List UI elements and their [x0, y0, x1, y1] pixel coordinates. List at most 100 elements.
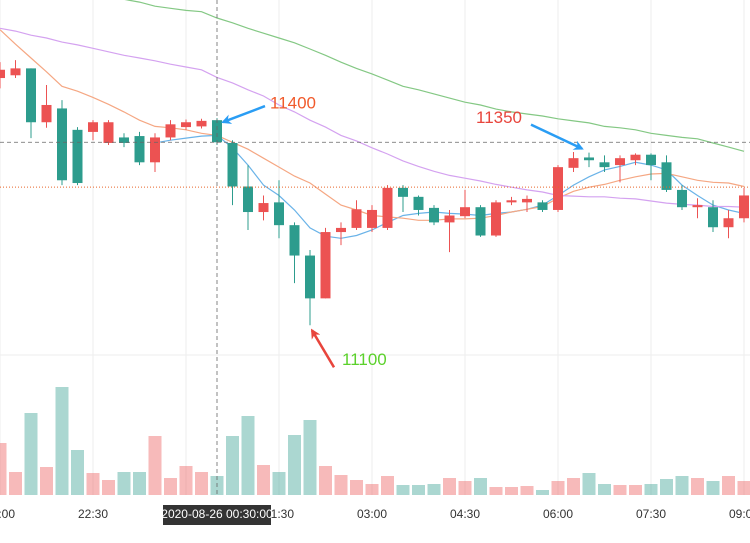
candle-body: [305, 255, 315, 299]
volume-bar: [24, 413, 38, 495]
volume-bar: [55, 387, 69, 495]
volume-bar: [350, 480, 363, 495]
volume-bar: [365, 484, 379, 495]
candle-body: [212, 120, 222, 143]
candle-body: [243, 186, 253, 213]
candle-body: [351, 209, 362, 228]
volume-bar: [505, 487, 518, 495]
volume-bar: [195, 472, 208, 495]
annotation-arrow: [530, 123, 584, 150]
moving-average-line: [124, 0, 745, 152]
x-tick-label: 06:00: [543, 507, 573, 521]
volume-bar: [71, 450, 84, 495]
candle-body: [119, 137, 129, 143]
candle-body: [336, 227, 346, 233]
candle-body: [413, 196, 424, 210]
candle-body: [522, 198, 532, 203]
candle-body: [320, 232, 331, 299]
candle-body: [134, 136, 145, 163]
x-tick-label: 09:00: [729, 507, 750, 521]
candle-body: [398, 187, 408, 197]
volume-bar: [598, 484, 611, 495]
candle-body: [0, 69, 5, 79]
candle-body: [630, 154, 641, 161]
volume-bar: [303, 420, 317, 495]
candle-body: [88, 122, 98, 132]
candle-body: [429, 207, 439, 223]
volume-bar: [551, 481, 565, 495]
volume-bar: [381, 476, 394, 495]
candle-body: [367, 209, 377, 228]
volume-bar: [520, 486, 534, 495]
volume-bar: [288, 435, 301, 495]
volume-bar: [396, 485, 410, 495]
candle-body: [274, 202, 284, 226]
volume-bar: [133, 472, 146, 495]
candle-body: [553, 167, 563, 210]
volume-bar: [613, 485, 627, 495]
candle-body: [568, 158, 579, 168]
volume-bar: [9, 472, 22, 495]
crosshair-label-box: [163, 505, 271, 525]
moving-average-line: [0, 27, 745, 208]
volume-bar: [86, 473, 100, 495]
plot-area: [0, 0, 749, 326]
volume-bar: [0, 443, 7, 495]
candle-body: [739, 195, 749, 219]
volume-bar: [117, 472, 131, 495]
candle-body: [103, 122, 114, 143]
candle-body: [382, 187, 393, 228]
volume-bar: [412, 485, 425, 495]
volume-bar: [706, 481, 720, 495]
volume-bar: [660, 479, 673, 495]
x-tick-label: 03:00: [357, 507, 387, 521]
annotation-label: 11400: [270, 94, 316, 113]
volume-bar: [443, 478, 456, 495]
candle-body: [227, 142, 238, 187]
volume-bar: [334, 475, 348, 495]
annotation-label: 11350: [476, 108, 522, 127]
volume-bar: [148, 436, 162, 495]
volume-bar: [489, 487, 503, 495]
volume-bar: [644, 484, 658, 495]
candle-body: [599, 162, 610, 168]
candle-body: [289, 225, 300, 256]
candle-body: [444, 215, 455, 223]
volume-bar: [474, 478, 487, 495]
x-tick-label: 01:30: [264, 507, 294, 521]
candle-body: [692, 205, 703, 208]
volume-bar: [241, 416, 255, 495]
candle-body: [677, 189, 687, 208]
volume-bar: [272, 472, 286, 495]
annotation-arrow: [221, 104, 266, 124]
x-tick-label: 07:30: [636, 507, 666, 521]
candle-body: [506, 200, 517, 203]
volume-bar: [629, 485, 642, 495]
candle-body: [491, 202, 501, 236]
volume-bar: [164, 478, 177, 495]
volume-bar: [722, 476, 735, 495]
candle-body: [475, 207, 486, 236]
candle-body: [181, 122, 191, 128]
volume-bar: [458, 481, 472, 495]
candle-body: [723, 218, 734, 228]
candle-body: [196, 120, 207, 127]
candle-body: [41, 104, 52, 123]
annotation-label: 11100: [342, 350, 387, 369]
candle-body: [258, 203, 269, 213]
volume-bar: [567, 478, 580, 495]
candle-body: [615, 158, 625, 166]
candle-body: [26, 68, 36, 123]
candle-body: [57, 108, 67, 181]
x-tick-label: 22:30: [78, 507, 108, 521]
crosshair-label: 2020-08-26 00:30:00: [161, 507, 273, 521]
volume-bar: [179, 466, 193, 495]
volume-bar: [536, 490, 549, 495]
candle-body: [646, 154, 656, 166]
volume-bar: [319, 466, 332, 495]
volume-bar: [737, 481, 750, 495]
candle-body: [661, 162, 672, 190]
